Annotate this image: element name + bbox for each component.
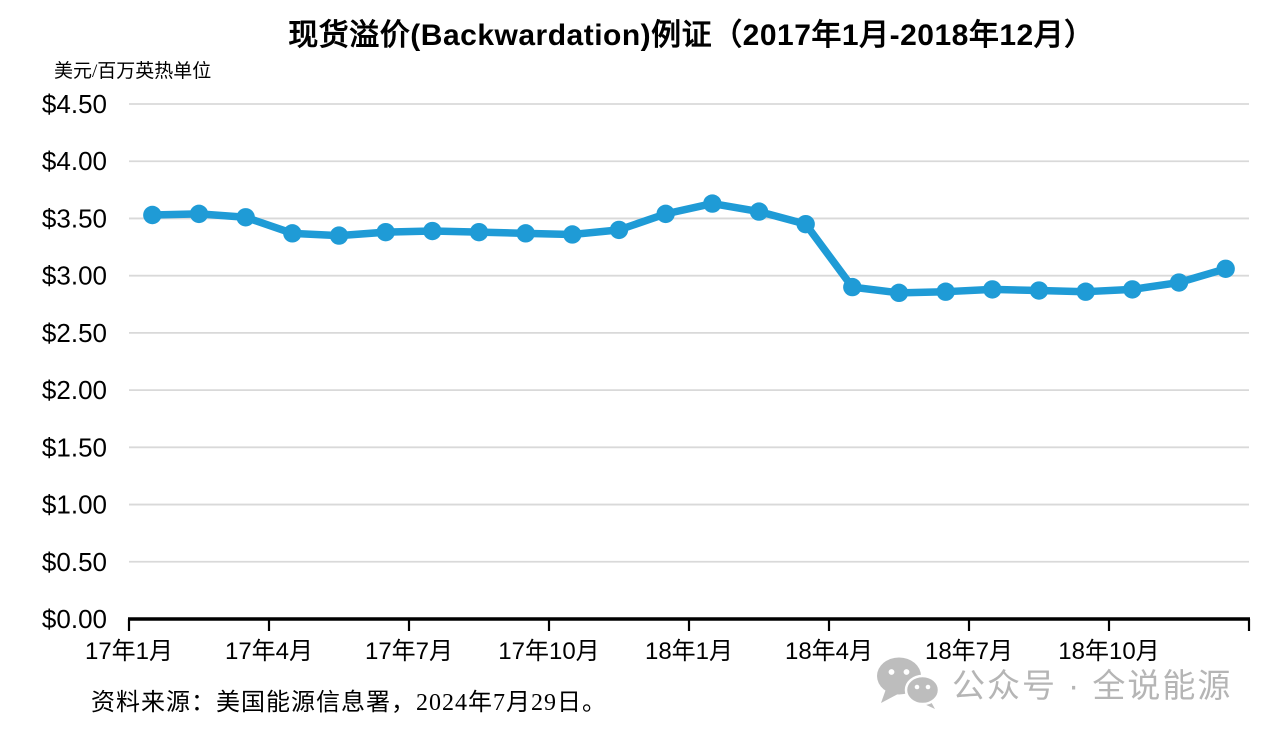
x-tick-label: 17年7月: [365, 638, 453, 665]
data-point-marker: [936, 282, 955, 301]
y-tick-label: $4.50: [42, 89, 107, 119]
y-tick-label: $0.50: [42, 547, 107, 577]
data-point-marker: [376, 222, 395, 242]
data-point-marker: [609, 220, 629, 240]
data-point-marker: [236, 208, 255, 227]
x-tick-label: 17年10月: [498, 638, 599, 665]
x-tick-label: 18年1月: [645, 638, 733, 665]
data-point-marker: [189, 204, 209, 224]
y-tick-label: $1.00: [42, 490, 107, 520]
y-tick-label: $3.50: [42, 203, 107, 233]
x-tick-label: 18年10月: [1058, 638, 1159, 665]
data-point-marker: [843, 277, 862, 297]
data-point-marker: [329, 226, 349, 245]
y-tick-label: $4.00: [42, 146, 107, 176]
data-point-marker: [889, 283, 909, 303]
y-axis-unit-label: 美元/百万英热单位: [54, 61, 212, 82]
y-tick-label: $1.50: [42, 432, 107, 462]
data-point-marker: [1169, 273, 1189, 292]
data-point-marker: [1123, 280, 1142, 299]
x-tick-label: 17年4月: [225, 638, 313, 665]
wechat-icon: [877, 657, 940, 709]
data-series: [143, 194, 1235, 303]
x-axis-tick-labels: 17年1月 17年4月 17年7月 17年10月 18年1月 18年4月 18年7月 18年1…: [85, 638, 1160, 665]
data-point-marker: [749, 202, 769, 221]
data-point-marker: [656, 204, 675, 224]
data-point-marker: [516, 224, 535, 243]
x-tick-label: 18年4月: [785, 638, 873, 665]
data-point-marker: [469, 222, 489, 242]
y-tick-label: $2.00: [42, 375, 107, 405]
data-point-marker: [983, 280, 1002, 299]
series-line: [148, 199, 1230, 297]
watermark-text: 公众号 · 全说能源: [952, 667, 1233, 704]
data-point-marker: [563, 225, 582, 244]
gridlines: [129, 103, 1249, 563]
x-tick-label: 18年7月: [925, 638, 1013, 665]
data-point-marker: [703, 194, 722, 213]
data-point-marker: [1216, 259, 1235, 278]
data-point-marker: [143, 205, 162, 225]
data-point-marker: [796, 214, 815, 234]
wechat-watermark: 公众号 · 全说能源: [876, 656, 1232, 710]
data-point-marker: [283, 224, 302, 243]
x-tick-label: 17年1月: [85, 638, 173, 665]
data-point-marker: [1029, 281, 1049, 300]
data-point-marker: [1076, 282, 1095, 301]
y-tick-label: $0.00: [42, 604, 107, 634]
y-tick-label: $3.00: [42, 261, 107, 291]
y-axis-tick-labels: $0.00 $0.50 $1.00 $1.50 $2.00 $2.50 $3.00 $3.50…: [42, 89, 107, 634]
source-note: 资料来源：美国能源信息署，2024年7月29日。: [91, 690, 607, 716]
x-axis: [127, 617, 1251, 631]
chart-title: 现货溢价(Backwardation)例证（2017年1月-2018年12月）: [288, 19, 1095, 52]
y-tick-label: $2.50: [42, 318, 107, 348]
data-point-marker: [423, 221, 442, 241]
